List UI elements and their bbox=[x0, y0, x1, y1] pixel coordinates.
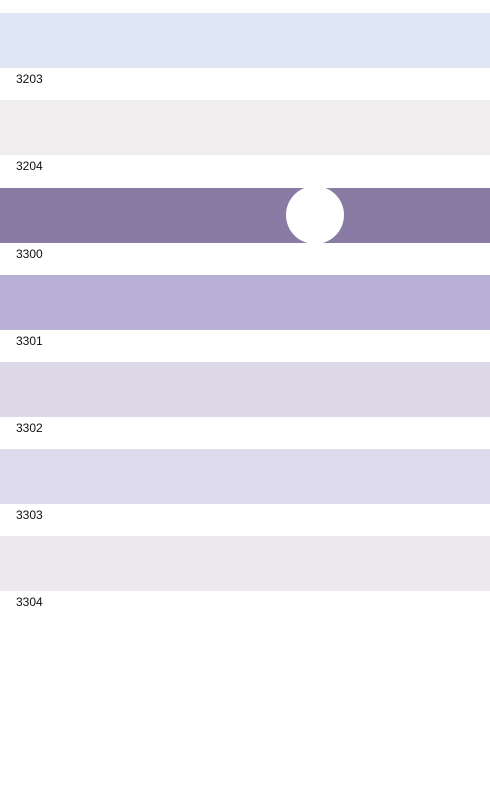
swatch-code-label: 3302 bbox=[16, 421, 43, 435]
swatch-code-label: 3203 bbox=[16, 72, 43, 86]
swatch-color-bar[interactable] bbox=[0, 13, 490, 68]
swatch-row-3203[interactable]: 3203 bbox=[0, 13, 490, 100]
swatch-row-3204[interactable]: 3204 bbox=[0, 100, 490, 187]
swatch-color-bar[interactable] bbox=[0, 100, 490, 155]
swatch-color-bar[interactable] bbox=[0, 188, 490, 243]
swatch-row-3302[interactable]: 3302 bbox=[0, 362, 490, 449]
swatch-color-bar[interactable] bbox=[0, 536, 490, 591]
selected-indicator-circle[interactable] bbox=[286, 186, 344, 244]
swatch-row-3300[interactable]: 3300 bbox=[0, 186, 490, 275]
swatch-color-bar[interactable] bbox=[0, 275, 490, 330]
swatch-code-label: 3301 bbox=[16, 334, 43, 348]
swatch-row-3304[interactable]: 3304 bbox=[0, 536, 490, 623]
swatch-row-3301[interactable]: 3301 bbox=[0, 275, 490, 362]
swatch-code-label: 3304 bbox=[16, 595, 43, 609]
swatch-row-3303[interactable]: 3303 bbox=[0, 449, 490, 536]
swatch-color-bar[interactable] bbox=[0, 362, 490, 417]
swatch-code-label: 3300 bbox=[16, 247, 43, 261]
swatch-color-bar[interactable] bbox=[0, 449, 490, 504]
swatch-code-label: 3204 bbox=[16, 159, 43, 173]
swatch-code-label: 3303 bbox=[16, 508, 43, 522]
